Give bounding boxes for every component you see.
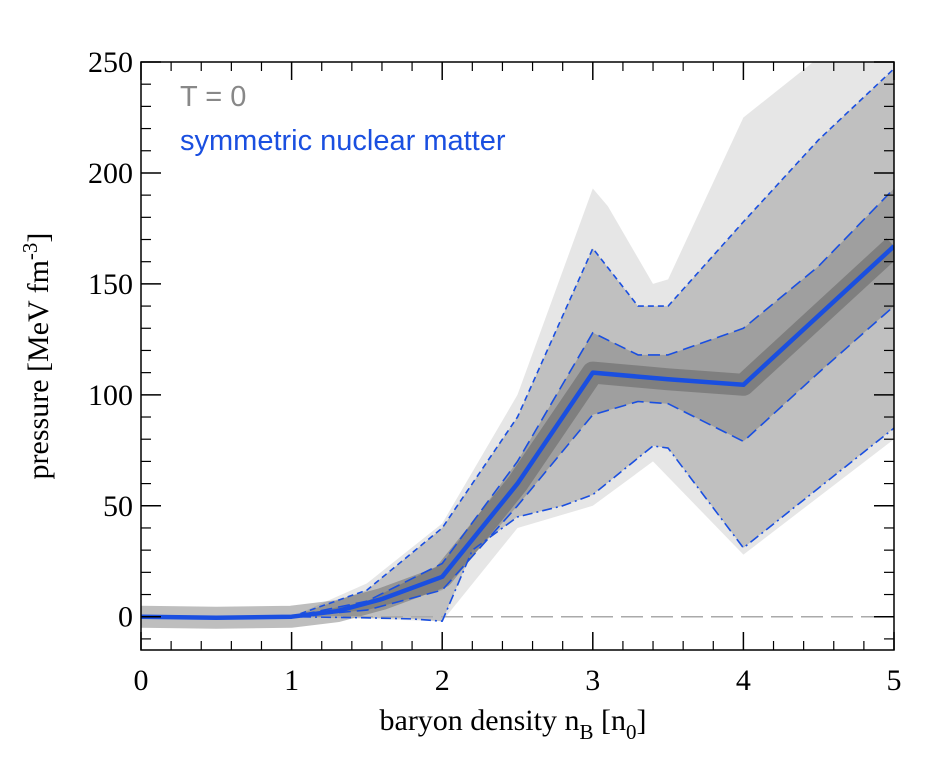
x-tick-label: 0: [134, 664, 149, 697]
y-axis-title-main: pressure [MeV fm: [22, 260, 55, 479]
y-tick-label: 150: [88, 268, 133, 301]
series-line-band-68-upper: [141, 187, 894, 618]
x-axis-title-unit-open: [n: [593, 704, 626, 737]
x-tick-label: 3: [585, 664, 600, 697]
y-tick-label: 100: [88, 379, 133, 412]
series-line-band-95-upper: [141, 68, 894, 618]
y-tick-label: 0: [118, 601, 133, 634]
annotation-symmetric-nuclear-matter: symmetric nuclear matter: [180, 125, 506, 157]
series-line-band-95-lower: [141, 427, 894, 622]
x-axis-title: baryon density nB [n0]: [380, 704, 647, 744]
spread-68-band: [141, 188, 894, 617]
axis-ticks: [140, 61, 895, 650]
y-axis-title-close: ]: [22, 233, 55, 243]
x-tick-label: 2: [435, 664, 450, 697]
y-axis-title-superscript: -3: [18, 243, 42, 261]
x-tick-label: 1: [284, 664, 299, 697]
x-axis-title-main: baryon density n: [380, 704, 580, 737]
y-axis-title: pressure [MeV fm-3]: [18, 233, 55, 480]
plot-border: [140, 61, 895, 651]
y-tick-label: 200: [88, 157, 133, 190]
series-lines: [141, 68, 894, 622]
x-axis-title-unit-subscript: 0: [626, 720, 637, 744]
x-axis-title-subscript: B: [579, 720, 593, 744]
annotation-temperature: T = 0: [180, 81, 246, 113]
y-tick-label: 250: [88, 46, 133, 79]
series-line-band-68-lower: [141, 305, 894, 618]
x-tick-label: 4: [736, 664, 751, 697]
x-axis-title-unit-close: ]: [636, 704, 646, 737]
spread-95-band: [141, 68, 894, 622]
plot-frame: [140, 61, 895, 651]
y-tick-label: 50: [103, 490, 133, 523]
x-tick-label: 5: [887, 664, 902, 697]
